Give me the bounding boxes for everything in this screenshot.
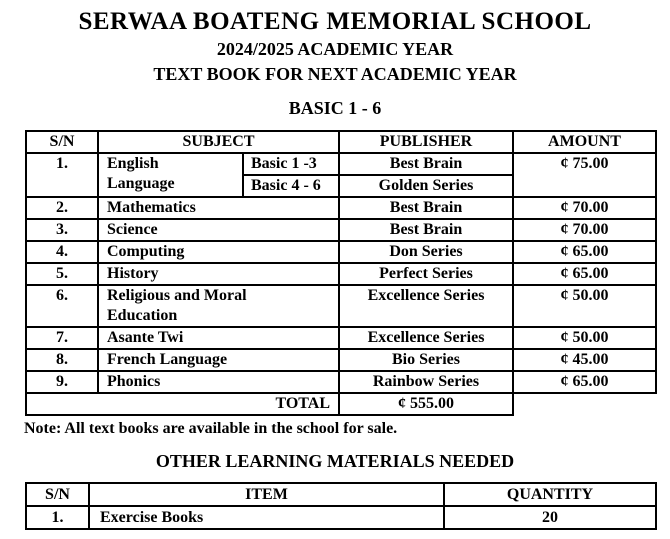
amount-cell: ¢ 65.00 xyxy=(512,262,657,286)
document-page: SERWAA BOATENG MEMORIAL SCHOOL 2024/2025… xyxy=(0,9,670,539)
amount-cell: ¢ 45.00 xyxy=(512,348,657,372)
header-publisher: PUBLISHER xyxy=(338,130,514,154)
table-row: 4. Computing Don Series ¢ 65.00 xyxy=(25,240,657,264)
subject-cell: Mathematics xyxy=(97,196,340,220)
amount-cell: ¢ 50.00 xyxy=(512,326,657,350)
header-sn: S/N xyxy=(25,482,90,507)
amount-cell: ¢ 70.00 xyxy=(512,218,657,242)
subject-cell: English Language xyxy=(97,152,244,198)
amount-cell: ¢ 65.00 xyxy=(512,240,657,264)
sn-cell: 4. xyxy=(25,240,99,264)
header-quantity: QUANTITY xyxy=(443,482,657,507)
level-cell: Basic 1 -3 xyxy=(242,152,340,176)
sn-cell: 8. xyxy=(25,348,99,372)
amount-cell: ¢ 70.00 xyxy=(512,196,657,220)
publisher-cell: Perfect Series xyxy=(338,262,514,286)
header-sn: S/N xyxy=(25,130,99,154)
amount-cell: ¢ 65.00 xyxy=(512,370,657,394)
header-item: ITEM xyxy=(88,482,445,507)
table-row: 5. History Perfect Series ¢ 65.00 xyxy=(25,262,657,286)
subject-cell: French Language xyxy=(97,348,340,372)
subject-cell: Religious and Moral Education xyxy=(97,284,340,328)
materials-table-header-row: S/N ITEM QUANTITY xyxy=(25,482,657,507)
total-label-cell: TOTAL xyxy=(25,392,340,416)
total-amount-cell: ¢ 555.00 xyxy=(338,392,514,416)
table-row: 2. Mathematics Best Brain ¢ 70.00 xyxy=(25,196,657,220)
amount-cell: ¢ 50.00 xyxy=(512,284,657,328)
publisher-cell: Bio Series xyxy=(338,348,514,372)
item-cell: Exercise Books xyxy=(88,505,445,530)
level-cell: Basic 4 - 6 xyxy=(242,174,340,198)
sn-cell: 3. xyxy=(25,218,99,242)
subject-cell: Computing xyxy=(97,240,340,264)
sn-cell: 9. xyxy=(25,370,99,394)
publisher-cell: Best Brain xyxy=(338,218,514,242)
publisher-cell: Excellence Series xyxy=(338,326,514,350)
header-amount: AMOUNT xyxy=(512,130,657,154)
publisher-cell: Don Series xyxy=(338,240,514,264)
publisher-cell: Excellence Series xyxy=(338,284,514,328)
publisher-cell: Best Brain xyxy=(338,196,514,220)
subject-cell: Science xyxy=(97,218,340,242)
sn-cell: 1. xyxy=(25,152,99,198)
subject-cell: History xyxy=(97,262,340,286)
textbook-table: S/N SUBJECT PUBLISHER AMOUNT 1. English … xyxy=(25,130,657,416)
total-row: TOTAL ¢ 555.00 xyxy=(25,392,656,416)
doc-title: TEXT BOOK FOR NEXT ACADEMIC YEAR xyxy=(153,64,517,84)
table-row-english-b: Basic 4 - 6 Golden Series xyxy=(26,174,656,198)
sn-cell: 1. xyxy=(25,505,90,530)
header-subject: SUBJECT xyxy=(97,130,340,154)
note-text: Note: All text books are available in th… xyxy=(24,420,398,437)
subject-cell: Asante Twi xyxy=(97,326,340,350)
table-row: 3. Science Best Brain ¢ 70.00 xyxy=(25,218,657,242)
textbook-table-header-row: S/N SUBJECT PUBLISHER AMOUNT xyxy=(25,130,657,154)
table-row: 9. Phonics Rainbow Series ¢ 65.00 xyxy=(25,370,657,394)
table-row: 6. Religious and Moral Education Excelle… xyxy=(25,284,657,328)
table-row: 7. Asante Twi Excellence Series ¢ 50.00 xyxy=(25,326,657,350)
materials-heading: OTHER LEARNING MATERIALS NEEDED xyxy=(155,451,515,471)
publisher-cell: Golden Series xyxy=(338,174,514,198)
sn-cell: 2. xyxy=(25,196,99,220)
sn-cell: 6. xyxy=(25,284,99,328)
table-row: 1. Exercise Books 20 xyxy=(25,505,657,530)
publisher-cell: Rainbow Series xyxy=(338,370,514,394)
amount-cell: ¢ 75.00 xyxy=(512,152,657,198)
table-row: 8. French Language Bio Series ¢ 45.00 xyxy=(25,348,657,372)
quantity-cell: 20 xyxy=(443,505,657,530)
school-name-title: SERWAA BOATENG MEMORIAL SCHOOL xyxy=(78,8,592,35)
materials-table: S/N ITEM QUANTITY 1. Exercise Books 20 xyxy=(25,482,657,530)
sn-cell: 5. xyxy=(25,262,99,286)
subject-cell: Phonics xyxy=(97,370,340,394)
class-range-heading: BASIC 1 - 6 xyxy=(288,98,382,118)
academic-year-subtitle: 2024/2025 ACADEMIC YEAR xyxy=(216,39,454,59)
table-row-english-a: 1. English Language Basic 1 -3 Best Brai… xyxy=(25,152,657,198)
sn-cell: 7. xyxy=(25,326,99,350)
publisher-cell: Best Brain xyxy=(338,152,514,176)
